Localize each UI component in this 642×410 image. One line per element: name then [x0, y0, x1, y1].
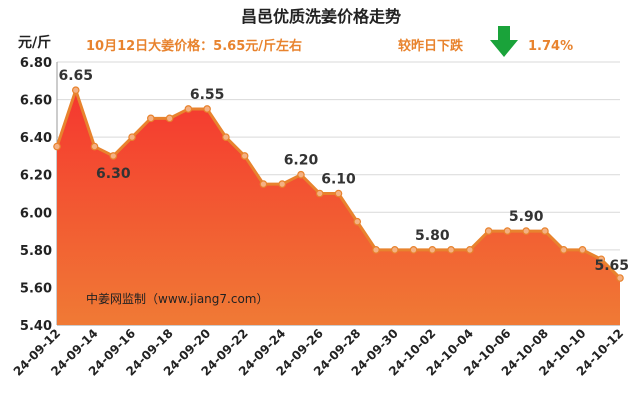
data-point: [484, 227, 493, 235]
chart-title: 昌邑优质洗姜价格走势: [241, 7, 401, 26]
data-labels: 6.65 6.30 6.55 6.206.10 5.80 5.90 5.65: [58, 68, 629, 274]
data-point: [128, 133, 136, 141]
data-point: [184, 105, 193, 113]
data-point: [315, 189, 324, 198]
data-point: [278, 180, 287, 188]
data-point: [616, 274, 624, 282]
data-point: [334, 189, 343, 198]
y-axis-label: 元/斤: [18, 34, 51, 51]
data-point: [559, 246, 568, 254]
data-label: 5.65: [594, 258, 629, 274]
chart-subtitle-change: 较昨日下跌: [398, 38, 464, 54]
data-label: 5.80: [415, 228, 450, 244]
data-label: 6.20: [284, 153, 319, 169]
data-point: [353, 217, 362, 226]
data-point: [597, 255, 606, 264]
y-tick-label: 5.80: [20, 244, 52, 259]
data-point: [466, 246, 474, 254]
data-point: [240, 152, 249, 160]
y-tick-label: 6.60: [20, 94, 52, 109]
x-axis-ticks: 24-09-1224-09-1424-09-1624-09-1824-09-20…: [11, 326, 626, 378]
data-label: 6.10: [321, 172, 356, 188]
data-label: 6.65: [58, 68, 93, 84]
chart-subtitle-price: 10月12日大姜价格：5.65元/斤左右: [86, 38, 302, 54]
y-tick-label: 5.40: [20, 319, 52, 334]
data-label: 6.30: [96, 166, 131, 182]
y-tick-label: 6.20: [20, 169, 52, 184]
data-point: [109, 152, 118, 160]
data-point: [53, 142, 61, 151]
y-tick-label: 6.00: [20, 206, 52, 221]
change-percent: 1.74%: [528, 39, 573, 54]
data-point: [522, 227, 530, 235]
series-price: [55, 88, 622, 325]
data-point: [503, 227, 512, 235]
data-point: [578, 246, 587, 254]
data-point: [259, 180, 268, 188]
data-point: [372, 246, 380, 254]
data-point: [541, 227, 549, 235]
y-axis-ticks: 5.40 5.60 5.80 6.00 6.20 6.40 6.60 6.80: [20, 56, 52, 334]
data-point: [409, 246, 418, 254]
data-point: [428, 246, 437, 254]
data-point: [222, 133, 230, 141]
data-point: [447, 246, 455, 254]
watermark: 中姜网监制（www.jiang7.com）: [86, 291, 268, 306]
down-arrow-icon: [490, 26, 518, 57]
data-markers: [53, 86, 624, 282]
data-label: 6.55: [190, 87, 225, 103]
data-point: [71, 86, 80, 94]
data-point: [297, 170, 305, 179]
price-area: [57, 90, 620, 325]
data-point: [165, 114, 174, 123]
y-tick-label: 5.60: [20, 281, 52, 296]
data-point: [90, 142, 99, 151]
y-tick-label: 6.40: [20, 131, 52, 146]
data-label: 5.90: [509, 209, 544, 225]
data-point: [147, 114, 155, 123]
data-point: [390, 246, 399, 254]
data-point: [203, 105, 211, 113]
y-tick-label: 6.80: [20, 56, 52, 71]
